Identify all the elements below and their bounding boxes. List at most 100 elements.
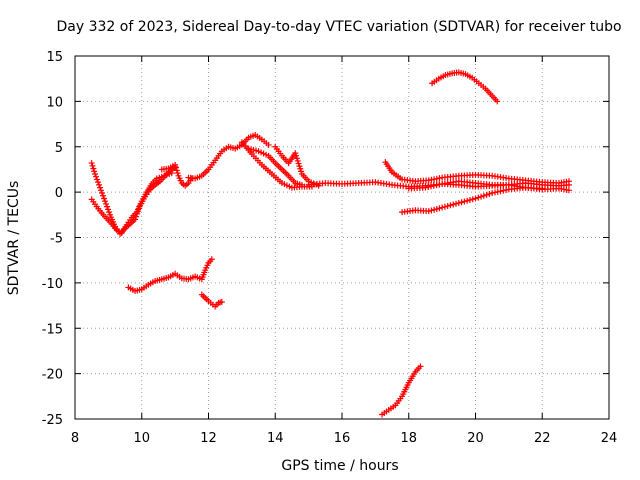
data-point — [295, 160, 302, 167]
data-point — [101, 195, 108, 202]
data-point — [104, 203, 111, 210]
data-point — [208, 256, 215, 263]
data-point — [447, 202, 454, 209]
y-tick-label: -15 — [42, 322, 63, 337]
y-tick-label: -10 — [42, 277, 63, 292]
data-point — [417, 363, 424, 370]
data-point — [298, 181, 305, 188]
data-point — [503, 187, 510, 194]
data-point — [168, 170, 175, 177]
series-arc-evening-upper — [382, 159, 572, 187]
series-arc-rise-12 — [185, 131, 272, 182]
series-arc-low-10 — [125, 256, 215, 295]
data-point — [458, 199, 465, 206]
data-point — [431, 206, 438, 213]
data-point — [489, 190, 496, 197]
series-arc-low-12 — [198, 291, 225, 310]
data-point — [93, 173, 100, 180]
data-point — [486, 190, 493, 197]
data-point — [88, 160, 95, 167]
data-point — [453, 200, 460, 207]
data-point — [455, 200, 462, 207]
data-point — [94, 176, 101, 183]
series-arc-main-left-lower — [88, 170, 175, 236]
y-tick-label: 0 — [55, 186, 63, 201]
data-point — [494, 188, 501, 195]
x-tick-label: 20 — [467, 431, 484, 446]
data-point — [428, 207, 435, 214]
data-point — [92, 170, 99, 177]
data-point — [105, 206, 112, 213]
chart-title: Day 332 of 2023, Sidereal Day-to-day VTE… — [56, 19, 621, 35]
data-point — [103, 200, 110, 207]
data-point — [132, 216, 139, 223]
data-point — [464, 197, 471, 204]
data-point — [430, 182, 437, 189]
data-point — [133, 213, 140, 220]
series-arc-bump-11 — [158, 161, 195, 189]
y-tick-label: -25 — [42, 413, 63, 428]
data-point — [497, 188, 504, 195]
data-point — [298, 168, 305, 175]
data-point — [134, 206, 141, 213]
axis-ticks: 8 10 12 14 16 18 20 22 24 15 10 5 0 -5 -10 -15 -20 -25 — [42, 50, 618, 446]
y-axis-label: SDTVAR / TECUs — [6, 181, 22, 296]
data-point — [444, 203, 451, 210]
x-tick-label: 14 — [267, 431, 284, 446]
data-point — [218, 298, 225, 305]
data-point — [494, 98, 501, 105]
data-point — [133, 209, 140, 216]
data-point — [174, 170, 181, 177]
y-tick-label: 15 — [46, 50, 63, 65]
y-tick-label: 10 — [46, 95, 63, 110]
data-point — [500, 187, 507, 194]
data-point — [102, 198, 109, 205]
data-point — [293, 152, 300, 159]
data-point — [439, 204, 446, 211]
x-tick-label: 8 — [71, 431, 79, 446]
data-point — [436, 205, 443, 212]
x-tick-label: 18 — [400, 431, 417, 446]
data-point — [99, 190, 106, 197]
series-arc-main-left — [88, 160, 179, 237]
series-arc-flat-middle — [305, 179, 572, 190]
series-arc-low-18 — [379, 363, 424, 418]
x-tick-label: 10 — [133, 431, 150, 446]
data-point — [96, 181, 103, 188]
series-arc-fall-14b — [245, 145, 305, 188]
x-tick-label: 16 — [334, 431, 351, 446]
data-point — [433, 206, 440, 213]
x-tick-label: 12 — [200, 431, 217, 446]
data-point — [433, 182, 440, 189]
series-arc-evening-lower — [399, 184, 546, 216]
data-point — [106, 209, 113, 216]
y-tick-label: 5 — [55, 141, 63, 156]
data-point — [292, 150, 299, 157]
data-point — [472, 195, 479, 202]
data-point — [441, 203, 448, 210]
data-point — [475, 194, 482, 201]
data-point — [428, 183, 434, 190]
data-point — [450, 201, 457, 208]
x-tick-label: 22 — [534, 431, 551, 446]
data-point — [97, 184, 104, 191]
data-point — [466, 196, 473, 203]
data-point — [296, 163, 303, 170]
grid — [75, 56, 609, 419]
y-tick-label: -20 — [42, 368, 63, 383]
data-point — [461, 198, 468, 205]
data-point — [539, 185, 546, 192]
data-point — [136, 203, 143, 210]
data-point — [425, 183, 432, 190]
data-point — [293, 155, 300, 162]
x-axis-label: GPS time / hours — [281, 458, 398, 474]
series-arc-high-19 — [429, 69, 501, 105]
data-marks — [88, 69, 572, 418]
plot-frame — [74, 55, 610, 420]
data-point — [265, 141, 272, 148]
data-point — [483, 191, 490, 198]
data-point — [172, 161, 179, 168]
data-point — [422, 184, 429, 191]
data-point — [173, 167, 180, 174]
